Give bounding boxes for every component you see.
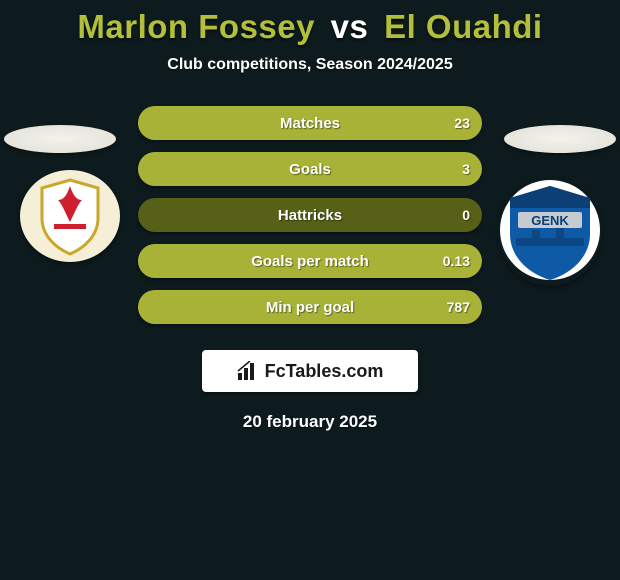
player-silhouette-left [4, 125, 116, 153]
stat-row: Min per goal787 [138, 290, 482, 324]
stat-value-right: 0.13 [443, 244, 470, 278]
title-player2: El Ouahdi [384, 8, 543, 45]
stat-row: Goals per match0.13 [138, 244, 482, 278]
stat-value-right: 3 [462, 152, 470, 186]
crest-right-text: GENK [531, 213, 569, 228]
title-vs: vs [331, 8, 369, 45]
branding-badge: FcTables.com [202, 350, 418, 392]
stat-row: Goals3 [138, 152, 482, 186]
stat-label: Goals per match [138, 244, 482, 278]
branding-text: FcTables.com [265, 361, 384, 382]
stat-row: Hattricks0 [138, 198, 482, 232]
subtitle: Club competitions, Season 2024/2025 [0, 56, 620, 74]
comparison-title: Marlon Fossey vs El Ouahdi [0, 0, 620, 46]
stat-label: Matches [138, 106, 482, 140]
shield-icon: GENK [498, 178, 602, 286]
stat-row: Matches23 [138, 106, 482, 140]
player-silhouette-right [504, 125, 616, 153]
stat-label: Min per goal [138, 290, 482, 324]
stat-label: Goals [138, 152, 482, 186]
club-crest-right: GENK [498, 178, 602, 286]
shield-icon [20, 170, 120, 262]
bar-chart-icon [237, 361, 259, 381]
stat-value-right: 787 [447, 290, 470, 324]
club-crest-left [20, 170, 120, 262]
snapshot-date: 20 february 2025 [0, 412, 620, 432]
stat-value-right: 0 [462, 198, 470, 232]
title-player1: Marlon Fossey [77, 8, 315, 45]
stat-value-right: 23 [454, 106, 470, 140]
stat-label: Hattricks [138, 198, 482, 232]
